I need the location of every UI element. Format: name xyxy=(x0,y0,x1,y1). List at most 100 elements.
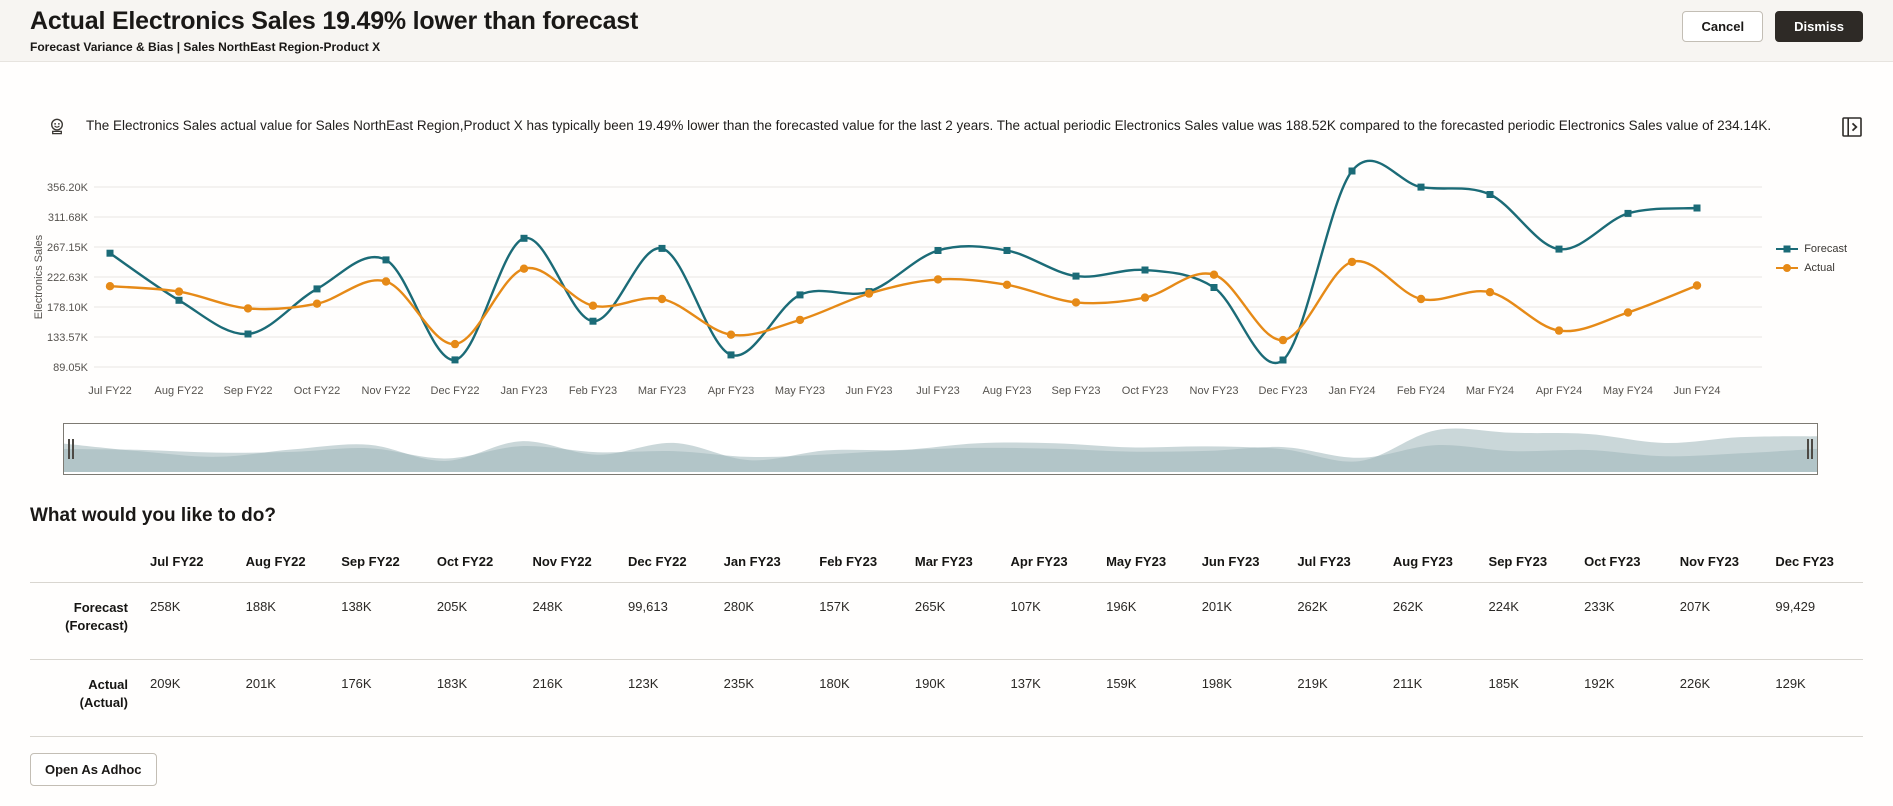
table-cell: 219K xyxy=(1297,676,1328,691)
table-cell: 176K xyxy=(341,676,372,691)
actual-marker[interactable] xyxy=(174,287,184,296)
open-panel-right-icon[interactable] xyxy=(1841,116,1863,141)
forecast-marker[interactable] xyxy=(1279,356,1287,364)
actual-legend-marker-icon xyxy=(1776,264,1799,272)
y-tick-label: 311.68K xyxy=(48,212,89,224)
x-tick-label: Jan FY23 xyxy=(500,385,547,397)
forecast-marker[interactable] xyxy=(727,351,735,359)
forecast-marker[interactable] xyxy=(1486,191,1494,198)
actual-marker[interactable] xyxy=(933,275,943,284)
table-cell: 233K xyxy=(1584,599,1615,614)
x-tick-label: Jul FY22 xyxy=(88,385,131,397)
forecast-marker[interactable] xyxy=(1624,209,1632,217)
forecast-marker[interactable] xyxy=(1210,284,1218,291)
x-tick-label: Nov FY23 xyxy=(1190,385,1239,397)
column-header: Jan FY23 xyxy=(715,539,812,583)
actual-marker[interactable] xyxy=(243,304,253,313)
y-tick-label: 178.10K xyxy=(47,302,89,314)
x-tick-label: Feb FY23 xyxy=(569,385,617,397)
forecast-marker[interactable] xyxy=(1417,183,1425,191)
forecast-marker[interactable] xyxy=(1141,266,1149,274)
column-header: Oct FY23 xyxy=(1576,539,1672,583)
forecast-vs-actual-line-chart[interactable]: 356.20K 311.68K 267.15K 222.63K 178.10K 133.5… xyxy=(30,147,1863,407)
table-cell: 280K xyxy=(723,599,755,614)
table-cell: 123K xyxy=(628,676,659,691)
forecast-marker[interactable] xyxy=(244,330,252,338)
chart-overview-scroller[interactable] xyxy=(63,423,1818,475)
actual-marker[interactable] xyxy=(588,301,598,310)
scroller-left-drag-handle-icon[interactable] xyxy=(66,439,76,459)
table-cell: 209K xyxy=(150,676,181,691)
forecast-marker[interactable] xyxy=(520,234,528,242)
forecast-marker[interactable] xyxy=(1555,245,1563,253)
forecast-marker[interactable] xyxy=(1348,167,1356,175)
actual-marker[interactable] xyxy=(1485,288,1495,297)
column-header: May FY23 xyxy=(1098,539,1194,583)
actual-marker[interactable] xyxy=(1002,280,1012,289)
actual-marker[interactable] xyxy=(381,277,391,286)
actual-marker[interactable] xyxy=(1692,281,1702,290)
dialog-header: Actual Electronics Sales 19.49% lower th… xyxy=(0,0,1893,62)
table-cell: 188K xyxy=(245,599,276,614)
table-cell: 201K xyxy=(245,676,276,691)
forecast-marker[interactable] xyxy=(658,244,666,252)
x-tick-label: Dec FY23 xyxy=(1259,385,1308,397)
forecast-marker[interactable] xyxy=(589,317,597,325)
scroller-right-drag-handle-icon[interactable] xyxy=(1805,439,1815,459)
actual-marker[interactable] xyxy=(1554,326,1564,335)
actual-marker[interactable] xyxy=(657,294,667,304)
table-cell: 211K xyxy=(1392,676,1423,691)
cancel-button[interactable]: Cancel xyxy=(1682,11,1764,42)
actual-marker[interactable] xyxy=(312,299,322,308)
x-tick-label: Jan FY24 xyxy=(1328,385,1375,397)
chart-canvas[interactable]: 356.20K 311.68K 267.15K 222.63K 178.10K 133.5… xyxy=(30,147,1863,407)
dismiss-button[interactable]: Dismiss xyxy=(1775,11,1863,42)
actual-marker[interactable] xyxy=(1209,270,1219,279)
forecast-marker[interactable] xyxy=(1003,247,1011,254)
column-header: Jul FY22 xyxy=(142,539,238,583)
table-cell: 159K xyxy=(1106,676,1137,691)
forecast-marker[interactable] xyxy=(451,356,459,364)
legend-label: Forecast xyxy=(1804,243,1847,255)
actual-marker[interactable] xyxy=(1071,298,1081,307)
header-titles: Actual Electronics Sales 19.49% lower th… xyxy=(30,7,638,54)
actual-marker[interactable] xyxy=(105,282,115,291)
forecast-marker[interactable] xyxy=(1693,204,1701,212)
actual-marker[interactable] xyxy=(1347,257,1357,267)
forecast-line xyxy=(108,159,1699,365)
row-header: Actual (Actual) xyxy=(79,677,128,710)
forecast-marker[interactable] xyxy=(934,247,942,254)
legend-item-forecast[interactable]: Forecast xyxy=(1776,243,1847,255)
forecast-marker[interactable] xyxy=(382,256,390,264)
x-tick-label: Aug FY23 xyxy=(983,385,1032,397)
forecast-marker[interactable] xyxy=(1072,272,1080,280)
table-cell: 198K xyxy=(1201,676,1233,691)
x-tick-label: Apr FY23 xyxy=(708,385,754,397)
x-tick-label: Apr FY24 xyxy=(1536,385,1582,397)
actual-marker[interactable] xyxy=(1278,335,1288,345)
forecast-marker[interactable] xyxy=(106,249,114,257)
actual-marker[interactable] xyxy=(1416,294,1426,304)
actual-marker[interactable] xyxy=(726,330,736,339)
forecast-marker[interactable] xyxy=(175,296,183,304)
table-header-row: Jul FY22 Aug FY22 Sep FY22 Oct FY22 Nov FY22… xyxy=(30,539,1863,583)
x-tick-label: Jul FY23 xyxy=(916,385,959,397)
actual-marker[interactable] xyxy=(1140,293,1150,302)
column-header: Sep FY23 xyxy=(1480,539,1577,583)
forecast-marker[interactable] xyxy=(313,285,321,293)
actual-marker[interactable] xyxy=(1623,308,1633,317)
actual-marker[interactable] xyxy=(519,264,529,273)
legend-item-actual[interactable]: Actual xyxy=(1776,262,1847,274)
actual-marker[interactable] xyxy=(450,339,460,349)
actual-marker[interactable] xyxy=(864,289,874,298)
forecast-marker[interactable] xyxy=(796,291,804,299)
forecast-actual-table: Jul FY22 Aug FY22 Sep FY22 Oct FY22 Nov FY22… xyxy=(30,539,1863,737)
table-cell: 207K xyxy=(1679,599,1711,614)
x-tick-label: Jun FY23 xyxy=(845,385,892,397)
table-cell: 107K xyxy=(1010,599,1041,614)
corner-cell xyxy=(30,539,142,583)
actual-marker[interactable] xyxy=(795,315,805,325)
table-cell: 129K xyxy=(1775,676,1806,691)
table-cell: 196K xyxy=(1106,599,1137,614)
open-as-adhoc-button[interactable]: Open As Adhoc xyxy=(30,753,157,786)
